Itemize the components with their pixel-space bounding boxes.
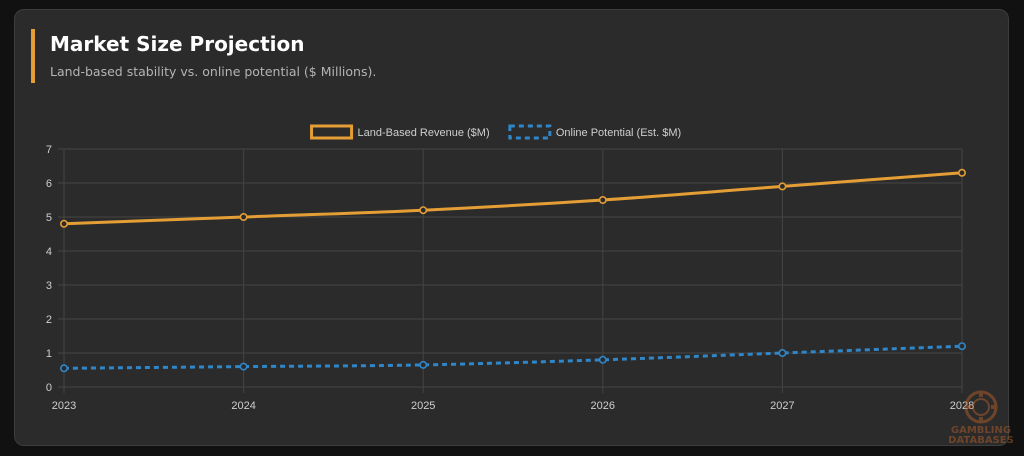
data-point: [239, 213, 248, 222]
y-tick-label: 5: [46, 212, 52, 224]
chart-legend[interactable]: Land-Based Revenue ($M) Online Potential …: [310, 124, 682, 140]
chart-header: Market Size Projection Land-based stabil…: [31, 29, 376, 83]
data-point: [598, 355, 607, 364]
y-tick-label: 0: [46, 382, 52, 394]
y-tick-label: 7: [46, 144, 52, 156]
y-tick-label: 2: [46, 314, 52, 326]
watermark-line-2: DATABASES: [948, 435, 1014, 446]
x-tick-label: 2025: [411, 400, 435, 412]
legend-label[interactable]: Land-Based Revenue ($M): [358, 127, 490, 139]
chart-series: [59, 168, 966, 373]
data-point: [419, 360, 428, 369]
data-point: [59, 364, 68, 373]
data-point: [778, 182, 787, 191]
series-line-1: [63, 171, 963, 226]
chart-title: Market Size Projection: [50, 32, 305, 56]
chart-subtitle: Land-based stability vs. online potentia…: [50, 64, 377, 79]
chart-axes: 0 1 2 3 4 5 6 7 2023 2024 2025 2026 2027 2028: [46, 144, 974, 412]
legend-swatch[interactable]: [310, 124, 354, 140]
x-tick-label: 2027: [770, 400, 794, 412]
data-point: [59, 219, 68, 228]
data-point: [957, 342, 966, 351]
watermark-logo: GAMBLING DATABASES: [944, 388, 1018, 454]
x-tick-label: 2026: [591, 400, 615, 412]
chart-card: [14, 9, 1009, 446]
data-point: [778, 348, 787, 357]
x-tick-label: 2028: [950, 400, 974, 412]
y-tick-label: 1: [46, 348, 52, 360]
watermark-line-1: GAMBLING: [950, 425, 1012, 436]
x-tick-label: 2024: [231, 400, 255, 412]
legend-label[interactable]: Online Potential (Est. $M): [556, 127, 681, 139]
y-tick-label: 4: [46, 246, 52, 258]
chart-grid: [63, 148, 963, 388]
legend-item-1[interactable]: Land-Based Revenue ($M): [310, 124, 490, 140]
watermark-text: GAMBLING DATABASES: [944, 426, 1018, 446]
legend-item-2[interactable]: Online Potential (Est. $M): [508, 124, 681, 140]
data-point: [419, 206, 428, 215]
poker-chip-icon: [964, 390, 998, 424]
y-tick-label: 3: [46, 280, 52, 292]
series-line-2: [63, 344, 963, 370]
x-tick-label: 2023: [52, 400, 76, 412]
legend-swatch[interactable]: [508, 124, 552, 140]
data-point: [598, 196, 607, 205]
data-point: [239, 362, 248, 371]
data-point: [957, 168, 966, 177]
y-tick-label: 6: [46, 178, 52, 190]
